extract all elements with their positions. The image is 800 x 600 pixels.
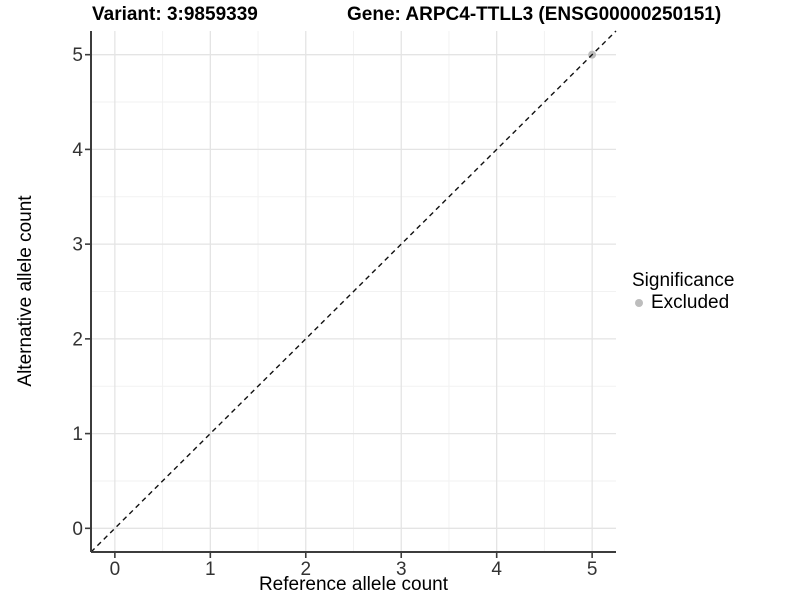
svg-text:5: 5 bbox=[72, 45, 83, 66]
plot-title-gene: Gene: ARPC4-TTLL3 (ENSG00000250151) bbox=[347, 4, 722, 25]
legend-entry-excluded: Excluded bbox=[632, 292, 734, 314]
plot-title-variant: Variant: 3:9859339 bbox=[92, 4, 258, 25]
svg-text:3: 3 bbox=[396, 559, 407, 580]
svg-text:2: 2 bbox=[300, 559, 311, 580]
y-axis-label: Alternative allele count bbox=[15, 195, 36, 387]
x-axis-label: Reference allele count bbox=[258, 574, 449, 595]
svg-text:1: 1 bbox=[205, 559, 216, 580]
svg-text:4: 4 bbox=[72, 140, 83, 161]
legend: Significance Excluded bbox=[632, 270, 734, 314]
svg-text:3: 3 bbox=[72, 235, 83, 256]
svg-text:4: 4 bbox=[491, 559, 502, 580]
svg-text:2: 2 bbox=[72, 329, 83, 350]
svg-text:5: 5 bbox=[587, 559, 598, 580]
legend-key bbox=[632, 299, 645, 307]
svg-text:1: 1 bbox=[72, 424, 83, 445]
svg-text:0: 0 bbox=[110, 559, 121, 580]
svg-text:0: 0 bbox=[72, 519, 83, 540]
legend-title: Significance bbox=[632, 270, 735, 291]
legend-entry-label: Excluded bbox=[651, 292, 730, 313]
excluded-point-icon bbox=[634, 299, 643, 307]
